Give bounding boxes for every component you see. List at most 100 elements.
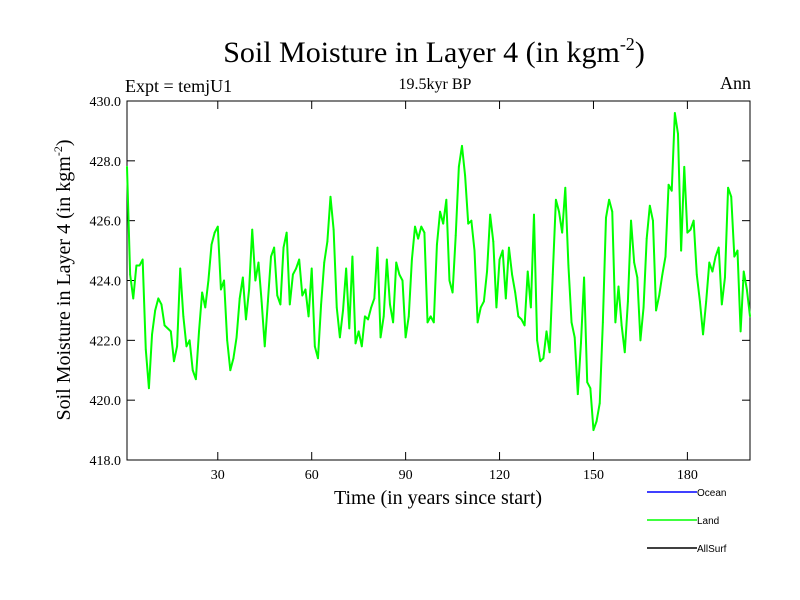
- chart-title-close: ): [635, 36, 645, 69]
- data-point: [745, 288, 748, 291]
- data-point: [313, 345, 316, 348]
- data-point: [598, 402, 601, 405]
- data-point: [523, 324, 526, 327]
- data-point: [633, 261, 636, 264]
- data-point: [439, 210, 441, 213]
- data-point: [652, 219, 654, 222]
- data-point: [432, 321, 435, 324]
- data-point: [382, 315, 385, 318]
- data-point: [614, 321, 617, 324]
- data-point: [570, 321, 573, 324]
- data-point: [304, 288, 307, 291]
- data-point: [476, 321, 479, 324]
- x-tick-label: 60: [305, 468, 319, 483]
- data-point: [558, 210, 560, 213]
- y-tick-label: 426.0: [90, 215, 122, 230]
- data-point: [345, 267, 348, 270]
- x-tick-label: 120: [489, 468, 510, 483]
- data-point: [545, 330, 548, 333]
- data-point: [601, 321, 604, 324]
- data-point: [141, 258, 144, 261]
- legend-label-ocean: Ocean: [697, 488, 726, 499]
- data-point: [536, 339, 539, 342]
- data-point: [454, 234, 457, 237]
- data-point: [573, 336, 576, 339]
- data-point: [254, 279, 257, 282]
- data-point: [207, 279, 210, 282]
- data-point: [273, 246, 276, 249]
- data-point: [204, 306, 207, 309]
- data-point: [263, 345, 266, 348]
- data-point: [354, 342, 357, 345]
- data-point: [385, 258, 388, 261]
- data-point: [301, 294, 304, 297]
- data-point: [163, 324, 166, 327]
- data-point: [680, 249, 683, 252]
- y-axis-label: Soil Moisture in Layer 4 (in kgm-2): [51, 139, 75, 420]
- data-point: [235, 336, 238, 339]
- data-point: [451, 291, 454, 294]
- data-point: [730, 195, 733, 198]
- data-point: [298, 258, 301, 261]
- data-point: [479, 306, 482, 309]
- data-point: [376, 246, 379, 249]
- data-point: [742, 270, 745, 273]
- data-point: [467, 222, 470, 225]
- data-point: [317, 357, 319, 360]
- data-point: [179, 267, 182, 270]
- data-point: [526, 270, 529, 273]
- data-point: [708, 261, 711, 264]
- legend-label-land: Land: [697, 516, 719, 527]
- data-point: [285, 231, 288, 234]
- data-point: [251, 228, 254, 231]
- data-point: [320, 303, 322, 306]
- data-point: [436, 243, 438, 246]
- data-point: [529, 306, 532, 309]
- data-point: [310, 267, 313, 270]
- data-point: [689, 228, 692, 231]
- data-point: [420, 225, 423, 228]
- data-point: [279, 303, 282, 306]
- data-point: [276, 294, 279, 297]
- data-point: [176, 345, 178, 348]
- x-tick-label: 180: [677, 468, 698, 483]
- data-point: [749, 315, 751, 318]
- data-point: [226, 339, 229, 342]
- data-point: [216, 225, 219, 228]
- data-point: [464, 174, 467, 177]
- y-axis-label-superscript: -2: [51, 146, 65, 156]
- data-point: [605, 216, 607, 219]
- data-point: [245, 318, 247, 321]
- legend: Ocean Land AllSurf: [647, 488, 727, 555]
- data-point: [351, 255, 354, 258]
- data-point: [410, 258, 413, 261]
- data-point: [138, 264, 141, 267]
- data-point: [160, 303, 163, 306]
- data-point: [398, 273, 401, 276]
- data-point: [642, 306, 645, 309]
- data-point: [332, 228, 335, 231]
- data-point: [589, 387, 592, 390]
- data-point: [288, 303, 291, 306]
- data-point: [445, 198, 448, 201]
- data-point: [533, 213, 535, 216]
- data-point: [567, 264, 570, 267]
- data-point: [720, 303, 723, 306]
- data-point: [132, 297, 135, 300]
- data-point: [404, 336, 407, 339]
- axis-ticks: 418.0 420.0 422.0 424.0 426.0 428.0 430.0 30 60 9…: [90, 95, 750, 483]
- series-line-land: [126, 111, 751, 432]
- data-point: [495, 306, 498, 309]
- data-point: [292, 273, 294, 276]
- data-point: [229, 369, 232, 372]
- data-point: [705, 300, 708, 303]
- data-point: [539, 360, 542, 363]
- data-point: [623, 351, 626, 354]
- data-point: [166, 327, 169, 330]
- data-point: [686, 231, 689, 234]
- data-point: [576, 393, 579, 396]
- data-point: [448, 279, 451, 282]
- data-point: [241, 276, 244, 279]
- data-point: [639, 339, 642, 342]
